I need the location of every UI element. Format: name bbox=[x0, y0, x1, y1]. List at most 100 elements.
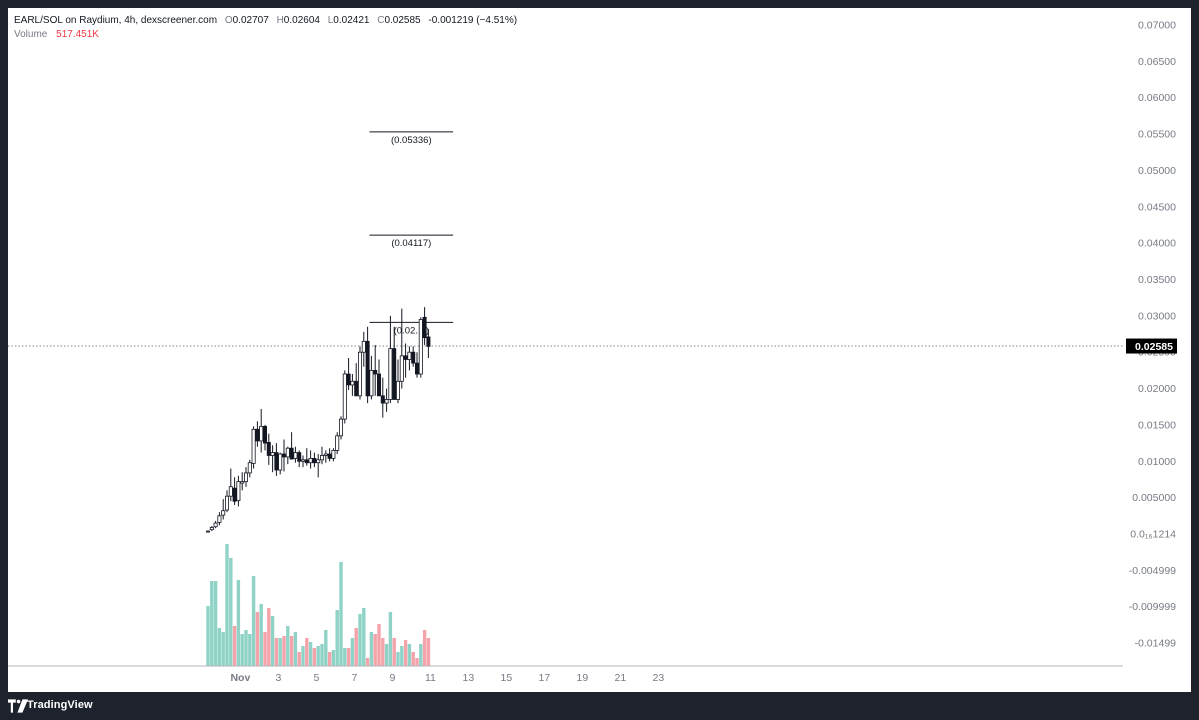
candle-body[interactable] bbox=[327, 453, 332, 459]
volume-bar bbox=[221, 632, 225, 666]
volume-bar bbox=[229, 558, 233, 666]
candle-body[interactable] bbox=[209, 527, 214, 531]
volume-bar bbox=[358, 614, 362, 666]
volume-bar bbox=[384, 644, 389, 666]
legend-high-label: H bbox=[276, 15, 284, 26]
legend-close-label: C bbox=[377, 15, 385, 26]
y-tick-label: 0.06000 bbox=[1138, 92, 1176, 104]
volume-bar bbox=[396, 652, 400, 666]
candle-body[interactable] bbox=[236, 481, 241, 501]
candle-body[interactable] bbox=[422, 316, 427, 339]
x-tick-label: 9 bbox=[389, 672, 395, 684]
candle-body[interactable] bbox=[384, 399, 389, 404]
candle-body[interactable] bbox=[399, 355, 404, 382]
candle-body[interactable] bbox=[304, 459, 309, 464]
chart-frame[interactable]: EARL/SOL on Raydium, 4h, dexscreener.com… bbox=[8, 8, 1191, 692]
candle-body[interactable] bbox=[224, 495, 229, 511]
candle-body[interactable] bbox=[262, 425, 267, 444]
candle-body[interactable] bbox=[426, 336, 431, 347]
volume-bar bbox=[293, 632, 298, 666]
last-price-badge bbox=[1126, 338, 1177, 354]
candle-body[interactable] bbox=[316, 459, 321, 464]
volume-bar bbox=[320, 644, 324, 666]
candle-body[interactable] bbox=[369, 369, 374, 397]
candle-body[interactable] bbox=[205, 530, 210, 533]
candle-body[interactable] bbox=[221, 510, 226, 516]
candle-body[interactable] bbox=[270, 452, 275, 456]
tradingview-brand[interactable]: TradingView bbox=[27, 699, 93, 711]
candle-body[interactable] bbox=[213, 522, 218, 528]
candle-body[interactable] bbox=[278, 453, 283, 471]
candle-body[interactable] bbox=[338, 418, 343, 437]
volume-bar bbox=[422, 630, 427, 666]
candle-body[interactable] bbox=[274, 452, 279, 471]
volume-bar bbox=[232, 626, 237, 666]
volume-bar bbox=[354, 628, 358, 666]
candle-body[interactable] bbox=[232, 487, 237, 502]
candle-body[interactable] bbox=[361, 340, 366, 353]
candle-body[interactable] bbox=[240, 481, 245, 484]
candle-body[interactable] bbox=[331, 449, 336, 459]
candle-body[interactable] bbox=[342, 373, 347, 420]
y-tick-label: 0.005000 bbox=[1132, 492, 1176, 504]
candle-body[interactable] bbox=[312, 457, 317, 464]
volume-bar bbox=[251, 576, 256, 666]
price-level-label: (0.02... ) bbox=[394, 325, 429, 336]
candle-body[interactable] bbox=[350, 380, 355, 386]
candle-body[interactable] bbox=[418, 319, 423, 375]
candle-body[interactable] bbox=[281, 453, 286, 458]
volume-bar bbox=[289, 636, 294, 666]
candle-body[interactable] bbox=[373, 369, 378, 375]
candle-body[interactable] bbox=[251, 428, 256, 464]
volume-bar bbox=[267, 608, 271, 666]
candle-body[interactable] bbox=[293, 452, 298, 459]
candle-body[interactable] bbox=[300, 459, 305, 462]
volume-bar bbox=[392, 638, 396, 666]
x-tick-label: 23 bbox=[653, 672, 665, 684]
x-tick-label: 5 bbox=[313, 672, 319, 684]
legend-row-volume: Volume 517.451K bbox=[14, 28, 517, 42]
candle-body[interactable] bbox=[388, 348, 393, 400]
candle-body[interactable] bbox=[319, 455, 324, 461]
candle-body[interactable] bbox=[243, 472, 248, 483]
candle-body[interactable] bbox=[380, 395, 385, 404]
candle-body[interactable] bbox=[266, 441, 271, 456]
candle-body[interactable] bbox=[354, 380, 359, 397]
candle-body[interactable] bbox=[289, 447, 294, 460]
candle-body[interactable] bbox=[395, 380, 400, 400]
price-chart[interactable]: (0.05336) (0.04117) (0.02... ) 0.07000 0.065… bbox=[8, 8, 1191, 692]
candle-body[interactable] bbox=[285, 447, 290, 458]
candle-body[interactable] bbox=[392, 348, 397, 400]
volume-bar bbox=[206, 606, 210, 666]
candle-body[interactable] bbox=[346, 373, 351, 386]
candle-body[interactable] bbox=[411, 351, 416, 364]
volume-bar bbox=[282, 636, 286, 666]
candle-body[interactable] bbox=[335, 435, 340, 451]
volume-bar bbox=[324, 630, 328, 666]
candle-body[interactable] bbox=[365, 340, 370, 397]
y-tick-label: 0.04000 bbox=[1138, 238, 1176, 250]
volume-bar bbox=[210, 581, 214, 666]
candle-body[interactable] bbox=[297, 452, 302, 462]
volume-bar bbox=[316, 646, 320, 666]
volume-bar bbox=[335, 610, 339, 666]
candle-body[interactable] bbox=[357, 351, 362, 397]
candle-body[interactable] bbox=[259, 425, 264, 442]
tradingview-logo-icon[interactable] bbox=[8, 699, 28, 713]
price-level-label: (0.04117) bbox=[391, 238, 431, 249]
y-tick-label: 0.0₁₆1214 bbox=[1130, 529, 1176, 541]
candle-body[interactable] bbox=[407, 351, 412, 360]
candle-body[interactable] bbox=[228, 486, 233, 497]
volume-bar bbox=[248, 634, 252, 666]
candle-body[interactable] bbox=[414, 362, 419, 375]
volume-bar bbox=[278, 638, 282, 666]
x-tick-label: 15 bbox=[501, 672, 513, 684]
candle-body[interactable] bbox=[217, 515, 222, 523]
candle-body[interactable] bbox=[247, 462, 252, 474]
candle-body[interactable] bbox=[308, 457, 313, 464]
candle-body[interactable] bbox=[376, 373, 381, 397]
candle-body[interactable] bbox=[323, 453, 328, 456]
legend-volume-label: Volume bbox=[14, 29, 48, 40]
candle-body[interactable] bbox=[255, 428, 260, 442]
candle-body[interactable] bbox=[403, 355, 408, 360]
